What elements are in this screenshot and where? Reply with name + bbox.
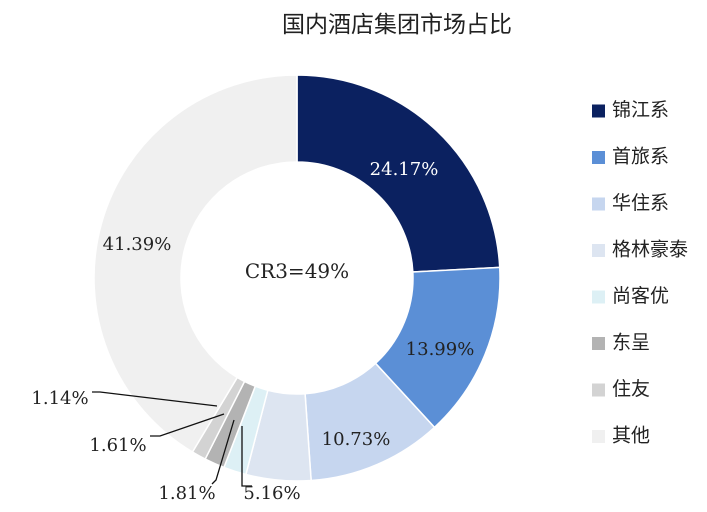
- legend-label-东呈: 东呈: [612, 332, 650, 354]
- data-label-华住系: 10.73%: [322, 429, 391, 450]
- legend-item-锦江系: 锦江系: [592, 99, 669, 121]
- legend-label-华住系: 华住系: [612, 192, 669, 214]
- data-label-锦江系: 24.17%: [370, 159, 439, 180]
- legend-label-格林豪泰: 格林豪泰: [612, 239, 688, 261]
- data-label-东呈: 1.61%: [89, 435, 146, 456]
- slice-其他: [93, 74, 298, 454]
- legend-swatch-住友: [592, 383, 605, 397]
- data-label-格林豪泰: 5.16%: [243, 483, 300, 504]
- data-label-住友: 1.14%: [31, 388, 88, 409]
- leader-line-住友: [92, 391, 218, 407]
- data-label-尚客优: 1.81%: [158, 483, 215, 504]
- data-labels-layer: 24.17% 13.99% 10.73% 5.16% 1.81% 1.61% 1.14% 41…: [31, 159, 474, 504]
- legend-label-锦江系: 锦江系: [612, 99, 669, 121]
- data-label-其他: 41.39%: [103, 234, 172, 255]
- legend-swatch-锦江系: [592, 104, 605, 118]
- leader-line-格林豪泰: [241, 426, 252, 487]
- legend-swatch-首旅系: [592, 151, 605, 164]
- slices-layer: [93, 74, 501, 482]
- legend-swatch-东呈: [592, 337, 605, 350]
- legend-swatch-其他: [592, 430, 605, 443]
- legend-item-格林豪泰: 格林豪泰: [592, 239, 688, 261]
- legend-swatch-华住系: [592, 197, 605, 211]
- legend-item-尚客优: 尚客优: [592, 285, 669, 307]
- data-label-首旅系: 13.99%: [406, 339, 475, 360]
- legend-label-其他: 其他: [612, 425, 650, 447]
- chart-title: 国内酒店集团市场占比: [282, 12, 512, 38]
- legend-item-首旅系: 首旅系: [592, 146, 669, 168]
- legend-swatch-尚客优: [592, 290, 605, 304]
- leader-line-尚客优: [211, 419, 235, 485]
- legend-swatch-格林豪泰: [592, 244, 605, 257]
- legend-item-华住系: 华住系: [592, 192, 669, 214]
- leader-lines-layer: [92, 391, 252, 487]
- legend-item-东呈: 东呈: [592, 332, 650, 354]
- leader-line-东呈: [150, 413, 225, 437]
- legend-label-住友: 住友: [612, 378, 650, 400]
- legend-item-其他: 其他: [592, 425, 650, 447]
- legend-label-首旅系: 首旅系: [612, 146, 669, 168]
- center-label: CR3=49%: [245, 259, 349, 283]
- legend-item-住友: 住友: [592, 378, 650, 400]
- legend-label-尚客优: 尚客优: [612, 285, 669, 307]
- slice-锦江系: [296, 74, 501, 273]
